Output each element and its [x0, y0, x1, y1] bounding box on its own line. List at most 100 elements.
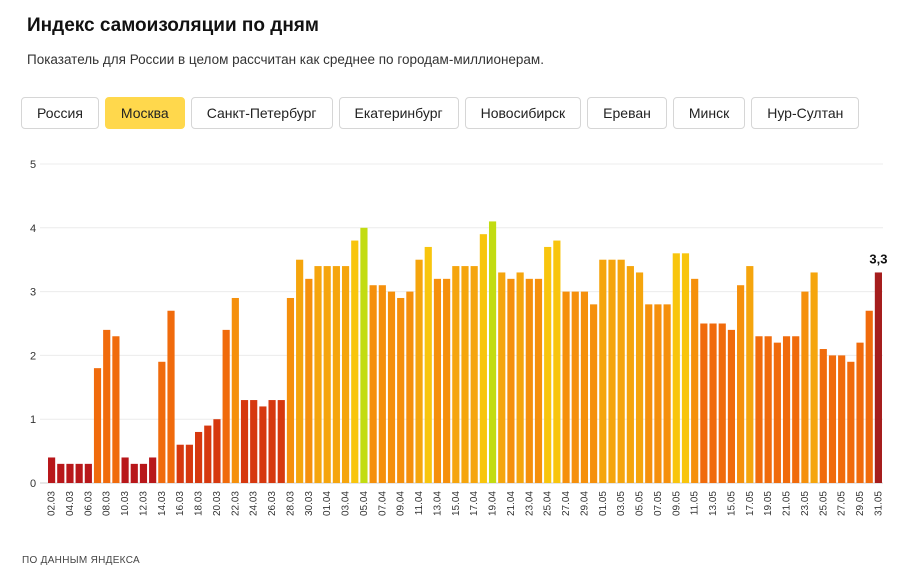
bar-13.05 — [709, 323, 717, 483]
x-tick-label: 20.03 — [212, 491, 223, 516]
bar-21.04 — [507, 278, 515, 483]
bar-05.05 — [635, 272, 644, 483]
bar-16.03 — [176, 444, 184, 483]
bar-25.05 — [819, 349, 827, 483]
y-tick-label: 0 — [30, 478, 36, 490]
x-tick-label: 27.04 — [561, 491, 572, 516]
tab-yerevan[interactable]: Ереван — [587, 97, 667, 129]
y-tick-label: 1 — [30, 414, 36, 426]
last-value-label: 3,3 — [869, 251, 887, 266]
x-tick-label: 15.05 — [726, 491, 737, 516]
bar-30.04 — [590, 304, 598, 483]
bar-11.05 — [691, 278, 699, 483]
bar-20.05 — [773, 342, 781, 483]
x-tick-label: 04.03 — [65, 491, 76, 516]
bar-15.04 — [452, 266, 460, 483]
x-tick-label: 15.04 — [451, 491, 462, 516]
bar-25.04 — [544, 246, 552, 483]
x-tick-label: 03.04 — [341, 491, 352, 516]
bar-03.04 — [341, 266, 350, 483]
bar-12.03 — [139, 463, 148, 483]
bar-28.04 — [571, 291, 579, 483]
bar-13.03 — [149, 457, 157, 483]
bar-11.04 — [415, 259, 423, 483]
x-tick-label: 23.04 — [524, 491, 535, 516]
bar-30.05 — [865, 310, 873, 483]
bar-15.03 — [167, 310, 175, 483]
tab-saint-petersburg[interactable]: Санкт-Петербург — [190, 97, 333, 129]
bar-14.04 — [443, 278, 451, 483]
tab-minsk[interactable]: Минск — [672, 97, 746, 129]
x-tick-label: 22.03 — [230, 491, 241, 516]
bar-27.04 — [562, 291, 570, 483]
x-tick-label: 01.04 — [322, 491, 333, 516]
bar-13.04 — [433, 278, 442, 483]
bar-30.03 — [305, 278, 313, 483]
x-tick-label: 29.04 — [579, 491, 590, 516]
x-tick-label: 27.05 — [837, 491, 848, 516]
bar-24.05 — [810, 272, 818, 483]
tab-yekaterinburg[interactable]: Екатеринбург — [338, 97, 459, 129]
bar-19.03 — [204, 425, 212, 483]
bar-04.03 — [66, 463, 74, 483]
tab-novosibirsk[interactable]: Новосибирск — [464, 97, 582, 129]
bar-15.05 — [727, 329, 735, 483]
bar-24.03 — [250, 400, 258, 483]
x-tick-label: 18.03 — [194, 491, 205, 516]
bar-21.03 — [222, 329, 230, 483]
x-tick-label: 05.04 — [359, 491, 370, 516]
x-tick-label: 31.05 — [873, 491, 884, 516]
x-tick-label: 30.03 — [304, 491, 315, 516]
bar-20.03 — [213, 419, 221, 483]
bar-06.03 — [84, 463, 92, 483]
bar-05.03 — [75, 463, 83, 483]
x-tick-label: 03.05 — [616, 491, 627, 516]
x-tick-label: 16.03 — [175, 491, 186, 516]
y-tick-label: 3 — [30, 287, 36, 299]
bar-12.04 — [424, 246, 432, 483]
x-tick-label: 17.05 — [745, 491, 756, 516]
bar-03.03 — [57, 463, 65, 483]
page-title: Индекс самоизоляции по дням — [27, 15, 319, 36]
tab-moscow[interactable]: Москва — [104, 97, 185, 129]
x-tick-label: 28.03 — [285, 491, 296, 516]
x-tick-label: 08.03 — [102, 491, 113, 516]
bar-27.03 — [277, 400, 285, 483]
bar-17.03 — [185, 444, 193, 483]
tab-russia[interactable]: Россия — [21, 97, 99, 129]
bar-08.05 — [663, 304, 671, 483]
x-tick-label: 13.04 — [432, 491, 443, 516]
bar-21.05 — [782, 336, 791, 483]
x-tick-label: 11.05 — [690, 491, 701, 516]
bar-09.04 — [397, 297, 405, 483]
x-tick-label: 25.04 — [543, 491, 554, 516]
bar-28.05 — [847, 361, 855, 483]
bar-03.05 — [617, 259, 625, 483]
bar-14.05 — [718, 323, 726, 483]
x-tick-label: 21.05 — [782, 491, 793, 516]
bar-10.03 — [121, 457, 129, 483]
x-tick-label: 23.05 — [800, 491, 811, 516]
x-tick-label: 05.05 — [635, 491, 646, 516]
bar-22.05 — [792, 336, 800, 483]
bar-06.04 — [369, 285, 377, 483]
bar-07.03 — [93, 368, 102, 483]
bar-31.05 — [874, 272, 882, 483]
bar-12.05 — [700, 323, 708, 483]
bar-09.03 — [112, 336, 120, 483]
bar-16.04 — [461, 266, 469, 483]
bar-10.05 — [681, 253, 690, 483]
bar-02.04 — [332, 266, 340, 483]
bar-01.05 — [599, 259, 607, 483]
tab-nur-sultan[interactable]: Нур-Султан — [751, 97, 860, 129]
bar-17.05 — [746, 266, 754, 483]
x-tick-label: 14.03 — [157, 491, 168, 516]
bar-20.04 — [498, 272, 506, 483]
bar-26.04 — [553, 240, 561, 483]
x-tick-label: 19.04 — [488, 491, 499, 516]
bar-23.04 — [525, 278, 533, 483]
bar-18.04 — [479, 234, 487, 483]
bar-19.05 — [764, 336, 772, 483]
bar-01.04 — [323, 266, 331, 483]
y-tick-label: 2 — [30, 350, 36, 362]
